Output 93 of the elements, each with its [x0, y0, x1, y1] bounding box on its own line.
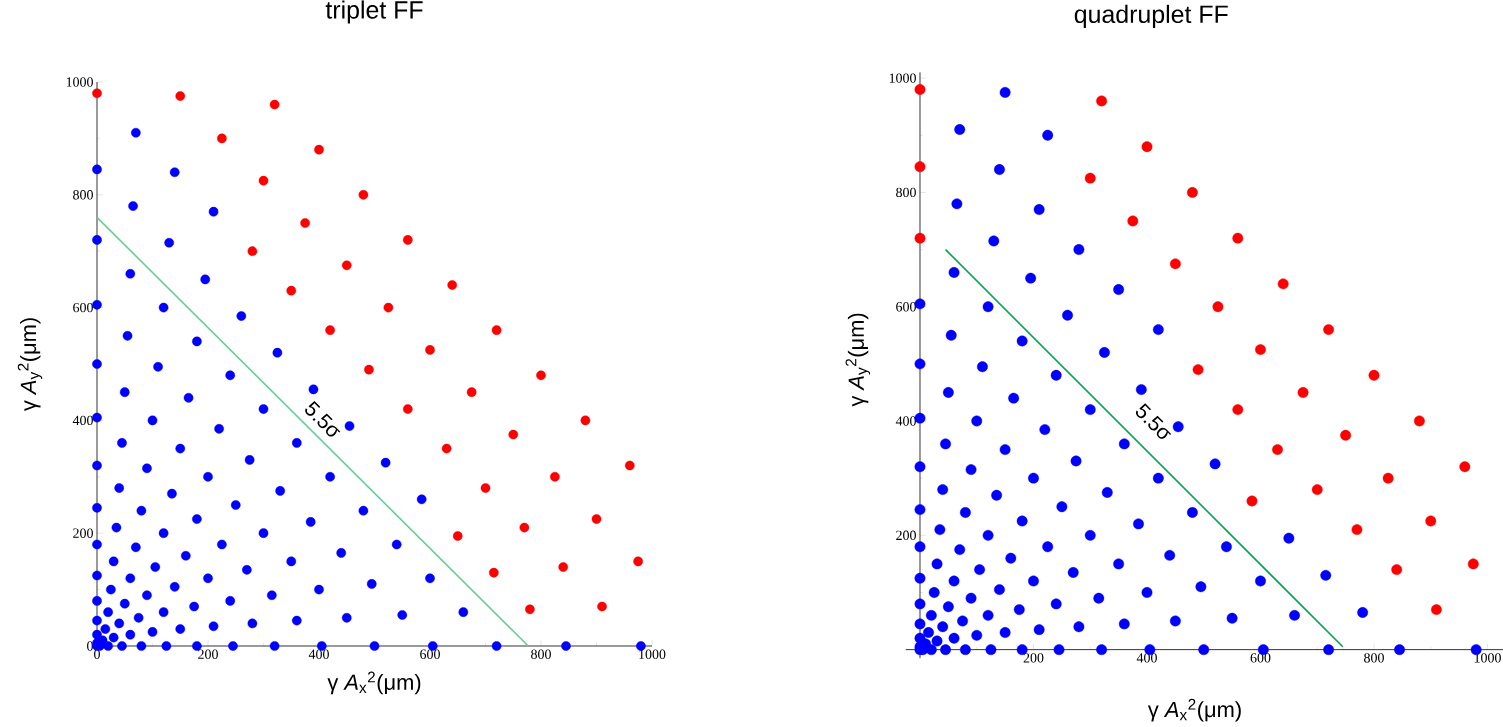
point: [633, 556, 643, 567]
point: [491, 325, 502, 335]
point: [383, 302, 394, 313]
point: [1323, 324, 1334, 335]
point: [1425, 515, 1437, 527]
point: [341, 260, 352, 271]
point: [1232, 404, 1244, 415]
chart-title: quadruplet FF: [1074, 4, 1228, 29]
y-tick-label: 200: [73, 528, 93, 538]
point: [480, 483, 491, 493]
point: [580, 415, 591, 426]
point: [1467, 558, 1479, 570]
y-tick-label: 0: [87, 641, 93, 651]
point: [591, 514, 602, 524]
point: [1368, 369, 1380, 381]
x-tick-label: 600: [1250, 653, 1271, 663]
point: [175, 91, 186, 101]
x-axis-title: γ A$_{x}$$^{2}$(μm): [327, 671, 421, 695]
point: [247, 246, 258, 256]
point: [425, 345, 435, 355]
chart-title: triplet FF: [325, 0, 423, 24]
point: [217, 133, 227, 144]
point: [403, 235, 413, 245]
point: [489, 567, 499, 578]
y-axis-title: γ A$_{y}$$^{2}$(μm): [17, 318, 43, 412]
y-axis-title: γ A$_{y}$$^{2}$(μm): [845, 313, 871, 407]
point: [1084, 172, 1096, 184]
point: [286, 285, 297, 296]
point: [914, 161, 926, 173]
point: [358, 189, 369, 200]
point: [914, 232, 926, 244]
point: [536, 370, 546, 381]
point: [452, 531, 463, 541]
point: [1255, 344, 1266, 355]
x-tick-label: 0: [94, 649, 100, 659]
point: [447, 280, 457, 290]
y-tick-label: 600: [73, 302, 93, 313]
point: [1391, 564, 1403, 576]
point: [508, 429, 519, 440]
point: [258, 175, 269, 186]
x-tick-label: 1000: [1474, 653, 1501, 663]
point: [364, 364, 374, 375]
point: [1192, 364, 1204, 375]
y-tick-label: 800: [896, 187, 916, 198]
y-tick-label: 1000: [66, 77, 93, 87]
x-tick-label: 400: [308, 649, 329, 659]
x-tick-label: 800: [1364, 653, 1384, 663]
point: [1311, 484, 1323, 495]
point: [525, 604, 535, 615]
point: [1351, 524, 1363, 536]
x-tick-label: 1000: [639, 649, 666, 659]
point: [519, 522, 530, 533]
point: [1272, 444, 1283, 455]
point: [325, 325, 335, 335]
point: [1277, 278, 1289, 290]
point: [300, 218, 310, 228]
point: [1141, 141, 1153, 153]
point: [597, 601, 607, 612]
point: [1246, 495, 1258, 507]
point: [1169, 258, 1181, 270]
y-tick-label: 400: [72, 415, 93, 426]
point: [1431, 604, 1442, 616]
point: [1232, 232, 1244, 244]
point: [1414, 415, 1425, 427]
point: [314, 144, 324, 155]
x-tick-label: 400: [1136, 653, 1157, 663]
x-tick-label: 800: [531, 649, 551, 659]
y-tick-label: 800: [73, 190, 93, 200]
point: [403, 404, 413, 414]
y-tick-label: 200: [896, 530, 916, 541]
point: [441, 443, 452, 454]
point: [550, 472, 560, 482]
point: [1459, 461, 1471, 473]
point: [466, 387, 477, 397]
point: [1127, 215, 1139, 227]
point: [92, 88, 102, 99]
point: [269, 99, 280, 110]
y-tick-label: 1000: [889, 73, 916, 83]
y-tick-label: 400: [895, 416, 916, 426]
point: [914, 84, 926, 95]
point: [558, 562, 568, 572]
x-axis-title: γ A$_{x}$$^{2}$(μm): [1147, 698, 1241, 722]
x-tick-label: 200: [198, 649, 218, 659]
y-tick-label: 600: [896, 302, 916, 312]
point: [625, 460, 635, 471]
x-tick-label: 600: [420, 649, 440, 659]
point: [1297, 387, 1309, 398]
point: [1382, 472, 1394, 484]
point: [1212, 301, 1224, 313]
point: [1187, 187, 1198, 198]
point: [1340, 429, 1352, 441]
point: [1096, 95, 1107, 107]
x-tick-label: 200: [1023, 653, 1044, 663]
